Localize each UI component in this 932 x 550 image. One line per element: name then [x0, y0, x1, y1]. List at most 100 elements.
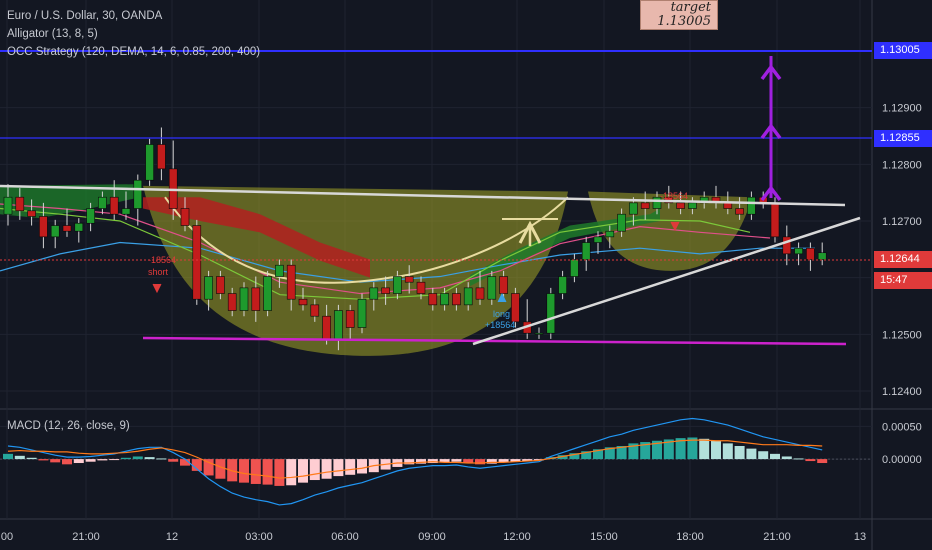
candle: [629, 197, 638, 226]
signal-line: [7, 439, 823, 479]
target-arrow-head: [760, 185, 782, 202]
x-tick-label: 18:00: [676, 531, 704, 543]
candle: [487, 270, 497, 305]
macd-histogram-bar: [404, 459, 415, 465]
candle: [652, 191, 662, 215]
candle-body: [369, 287, 379, 300]
candle: [157, 127, 166, 181]
target-label-box: target 1.13005: [640, 0, 718, 30]
candle: [109, 180, 119, 220]
macd-histogram-bar: [687, 437, 698, 460]
candle-body: [511, 293, 520, 323]
candle-body: [404, 276, 414, 283]
price-tag-target: 1.13005: [874, 42, 932, 59]
candle-body: [86, 208, 95, 224]
indicator-macd[interactable]: MACD (12, 26, close, 9): [7, 420, 130, 432]
candle: [27, 199, 36, 226]
candle-body: [263, 276, 272, 311]
macd-histogram-bar: [250, 459, 261, 484]
macd-histogram-bar: [180, 459, 190, 466]
candle-body: [98, 196, 107, 209]
candle: [428, 287, 438, 311]
macd-histogram-bar: [722, 443, 733, 460]
candle: [617, 208, 626, 237]
y-tick-label: 1.12800: [882, 159, 922, 171]
macd-y-tick: 0.00000: [882, 454, 922, 466]
candle: [416, 276, 426, 300]
macd-histogram-bar: [640, 442, 651, 460]
candle: [735, 197, 744, 220]
macd-histogram-bar: [427, 459, 438, 464]
macd-histogram-bar: [581, 451, 592, 460]
macd-histogram-bar: [144, 457, 155, 460]
candle-body: [581, 242, 591, 260]
candle-body: [239, 287, 249, 311]
macd-histogram-bar: [333, 459, 344, 477]
macd-histogram-bar: [699, 438, 710, 460]
support-line: [142, 336, 847, 346]
macd-histogram-bar: [73, 459, 84, 464]
macd-histogram-bar: [439, 459, 450, 463]
macd-histogram-bar: [97, 459, 108, 461]
short2-pnl-label: -18564: [660, 191, 688, 201]
long-label: long: [493, 309, 510, 319]
y-tick-label: 1.12400: [882, 386, 922, 398]
candle-body: [357, 298, 367, 328]
macd-histogram-bar: [109, 459, 120, 461]
macd-histogram-bar: [793, 458, 804, 460]
macd-histogram-bar: [274, 459, 285, 486]
candle-body: [570, 259, 579, 277]
candle: [452, 287, 461, 311]
candle-body: [381, 287, 390, 294]
candle-body: [487, 276, 497, 300]
candle: [50, 219, 60, 249]
candle: [133, 174, 143, 226]
macd-histogram-bar: [345, 459, 356, 475]
candle-body: [133, 179, 143, 209]
candle-body: [747, 196, 756, 215]
candle: [216, 270, 225, 300]
macd-histogram-bar: [486, 459, 497, 464]
neckline-resistance: [0, 184, 846, 207]
candle-body: [27, 210, 36, 217]
short-label: short: [148, 267, 169, 277]
ma-line-green: [0, 207, 751, 300]
candle-body: [640, 202, 650, 209]
candle-body: [298, 298, 308, 306]
price-tag-resistance: 1.12855: [874, 130, 932, 147]
trend-cloud-green-left: [0, 184, 140, 219]
candle: [286, 259, 296, 311]
candle-body: [652, 196, 662, 209]
candle: [381, 276, 390, 305]
macd-histogram-bar: [357, 459, 367, 474]
macd-histogram-bar: [663, 439, 674, 460]
short-pnl-label: -18564: [148, 255, 176, 265]
candle: [204, 270, 213, 311]
candle-body: [334, 310, 343, 340]
candle-body: [817, 252, 827, 260]
candle: [782, 225, 792, 266]
short2-arrow: [670, 221, 680, 232]
macd-histogram-bar: [14, 455, 25, 460]
indicator-occ-strategy[interactable]: OCC Strategy (120, DEMA, 14, 6, 0.85, 20…: [7, 46, 261, 58]
candle: [393, 270, 402, 300]
candle-body: [39, 216, 48, 238]
macd-histogram-bar: [298, 459, 308, 483]
candle: [369, 282, 379, 311]
candle-body: [782, 236, 792, 255]
candle: [558, 270, 567, 300]
y-tick-label: 1.12900: [882, 103, 922, 115]
candle-body: [806, 247, 815, 260]
candle-body: [216, 276, 225, 294]
candle-body: [322, 315, 331, 340]
target-arrow-head: [760, 64, 782, 81]
candle: [546, 287, 556, 339]
indicator-alligator[interactable]: Alligator (13, 8, 5): [7, 28, 98, 40]
candle: [298, 287, 308, 311]
macd-histogram-bar: [239, 459, 249, 483]
candle-body: [794, 247, 803, 255]
macd-histogram-bar: [132, 456, 143, 460]
candle-body: [62, 225, 72, 232]
macd-histogram-bar: [50, 459, 61, 463]
